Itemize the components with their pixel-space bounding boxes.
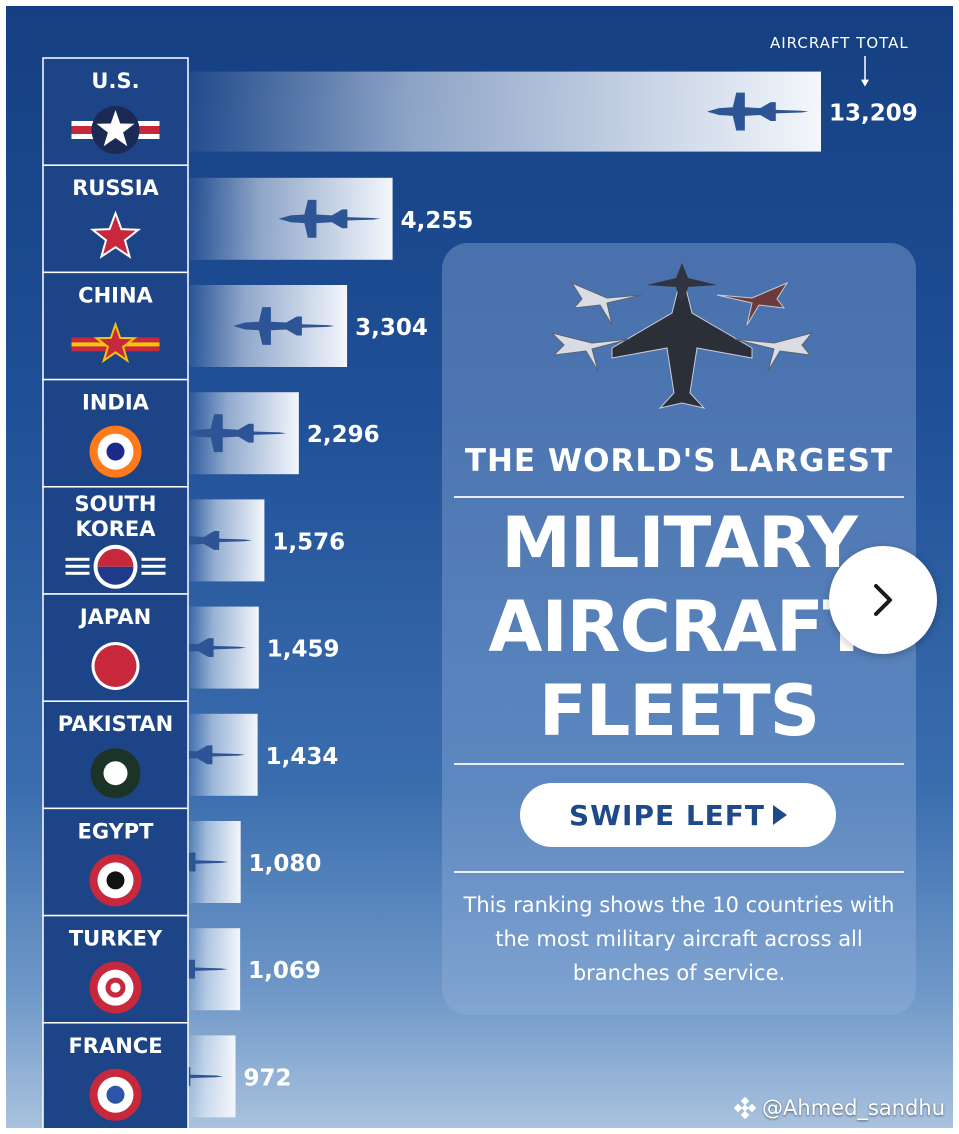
svg-text:TURKEY: TURKEY: [69, 927, 163, 951]
country-cell-pakistan: PAKISTAN: [42, 700, 189, 810]
us-roundel-icon: [71, 106, 160, 154]
arrow-head-icon: [861, 79, 869, 87]
bar-russia: [189, 177, 393, 260]
country-name-japan: JAPAN: [78, 605, 151, 629]
bar-chart: 13,209 4,255 3,304 2,296 1,576 1,459 1,434 1,08…: [42, 56, 918, 1128]
value-label-pakistan: 1,434: [266, 744, 339, 770]
watermark-handle: @Ahmed_sandhu: [762, 1096, 945, 1120]
infographic-canvas: 13,209 4,255 3,304 2,296 1,576 1,459 1,434 1,08…: [6, 6, 953, 1128]
svg-text:INDIA: INDIA: [82, 391, 150, 415]
svg-text:EGYPT: EGYPT: [77, 819, 154, 843]
bar-u-s: [189, 71, 821, 152]
china-star-icon: [71, 321, 160, 364]
country-cell-india: INDIA: [42, 378, 189, 488]
country-name-russia: RUSSIA: [72, 176, 159, 200]
svg-text:CHINA: CHINA: [78, 283, 153, 307]
egypt-roundel-icon: [89, 854, 142, 907]
japan-roundel-icon: [91, 642, 140, 690]
country-cell-turkey: TURKEY: [42, 914, 189, 1024]
value-labels-layer: 13,209 4,255 3,304 2,296 1,576 1,459 1,434 1,08…: [244, 56, 918, 1091]
value-label-india: 2,296: [307, 422, 380, 448]
svg-text:KOREA: KOREA: [76, 517, 157, 541]
binance-logo-icon: [734, 1097, 757, 1119]
country-cell-japan: JAPAN: [42, 593, 189, 702]
triangle-right-icon: [773, 805, 788, 825]
country-name-france: FRANCE: [68, 1034, 162, 1058]
value-label-u-s: 13,209: [829, 101, 918, 127]
value-label-russia: 4,255: [401, 208, 474, 234]
country-cell-egypt: EGYPT: [42, 807, 189, 917]
aircraft-total-annotation: AIRCRAFT TOTAL: [770, 34, 909, 52]
svg-text:PAKISTAN: PAKISTAN: [58, 712, 173, 736]
country-name-u-s: U.S.: [91, 69, 139, 93]
country-name-turkey: TURKEY: [69, 927, 163, 951]
divider-bottom: [454, 871, 904, 873]
headline-line-1: MILITARY: [501, 502, 858, 584]
swipe-left-label: SWIPE LEFT: [568, 798, 766, 832]
bar-south-korea: [150, 499, 265, 582]
country-name-pakistan: PAKISTAN: [58, 712, 173, 736]
value-label-egypt: 1,080: [249, 851, 322, 877]
svg-text:FRANCE: FRANCE: [68, 1034, 162, 1058]
fighter-jets-illustration: [550, 263, 814, 409]
pakistan-roundel-icon: [90, 748, 141, 799]
panel-description: This ranking shows the 10 countries with…: [463, 893, 895, 985]
svg-text:JAPAN: JAPAN: [78, 605, 151, 629]
country-cell-u-s: U.S.: [42, 57, 189, 166]
india-roundel-icon: [89, 425, 142, 478]
france-roundel-icon: [89, 1068, 142, 1121]
bar-china: [189, 285, 348, 367]
watermark: @Ahmed_sandhu: [734, 1096, 945, 1120]
value-label-china: 3,304: [355, 315, 428, 341]
bar-japan: [144, 606, 259, 689]
headline-line-2: AIRCRAFT: [488, 586, 870, 668]
swipe-left-button[interactable]: SWIPE LEFT: [520, 783, 836, 847]
svg-text:RUSSIA: RUSSIA: [72, 176, 159, 200]
country-cell-france: FRANCE: [42, 1022, 189, 1128]
panel-subtitle: THE WORLD'S LARGEST: [464, 443, 894, 479]
value-label-france: 972: [244, 1065, 292, 1091]
bar-egypt: [126, 821, 241, 903]
bar-pakistan: [143, 713, 258, 796]
south-korea-roundel-icon: [65, 544, 166, 589]
next-slide-button[interactable]: [829, 546, 937, 654]
headline-line-3: FLEETS: [538, 670, 820, 752]
country-name-india: INDIA: [82, 391, 150, 415]
turkey-roundel-icon: [89, 961, 142, 1014]
chevron-right-icon: [874, 584, 892, 616]
value-label-japan: 1,459: [267, 637, 340, 663]
bars-layer: [121, 71, 821, 1118]
bar-india: [184, 392, 299, 475]
divider-middle: [454, 763, 904, 765]
divider-top: [454, 496, 904, 498]
country-cell-russia: RUSSIA: [42, 164, 189, 274]
bar-france: [121, 1035, 236, 1118]
country-name-china: CHINA: [78, 283, 153, 307]
russia-star-icon: [89, 210, 142, 259]
country-name-egypt: EGYPT: [77, 819, 154, 843]
panel-headline: MILITARY AIRCRAFT FLEETS: [442, 501, 916, 753]
bar-turkey: [126, 928, 241, 1011]
svg-text:SOUTH: SOUTH: [75, 492, 157, 516]
country-cell-china: CHINA: [42, 271, 189, 381]
value-label-south-korea: 1,576: [272, 529, 345, 555]
value-label-turkey: 1,069: [248, 958, 321, 984]
svg-text:U.S.: U.S.: [91, 69, 139, 93]
